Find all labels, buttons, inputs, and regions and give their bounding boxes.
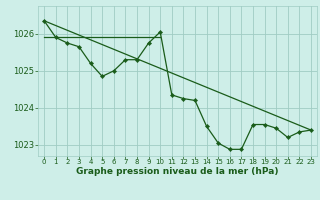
X-axis label: Graphe pression niveau de la mer (hPa): Graphe pression niveau de la mer (hPa) (76, 167, 279, 176)
